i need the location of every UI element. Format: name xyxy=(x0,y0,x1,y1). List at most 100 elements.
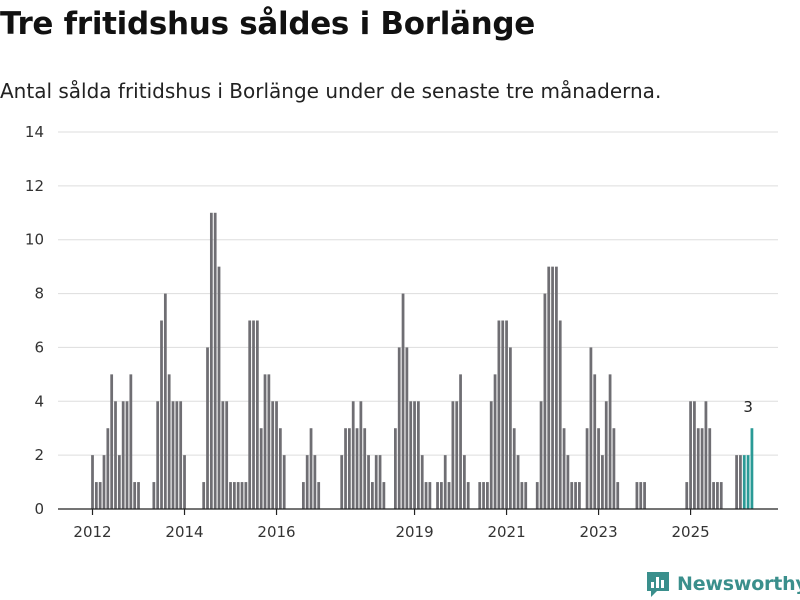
bar xyxy=(110,374,114,509)
bar xyxy=(98,482,102,509)
bar xyxy=(94,482,98,509)
bar xyxy=(202,482,206,509)
bar-highlight xyxy=(750,428,754,509)
bar-chart-logo-icon xyxy=(647,572,669,597)
bar xyxy=(340,455,344,509)
x-axis: 2012 2014 2016 2019 2021 2023 2025 xyxy=(73,509,710,541)
bar xyxy=(704,401,708,509)
bar xyxy=(535,482,539,509)
bar xyxy=(455,401,459,509)
bar xyxy=(313,455,317,509)
bar xyxy=(486,482,489,509)
bar xyxy=(248,320,252,509)
bar xyxy=(436,482,439,509)
bar xyxy=(259,428,263,509)
bar xyxy=(355,428,359,509)
bar xyxy=(382,482,386,509)
x-tick-label: 2016 xyxy=(257,523,295,541)
bar xyxy=(413,401,416,509)
bar xyxy=(137,482,140,509)
bar xyxy=(558,320,562,509)
y-tick-label: 14 xyxy=(25,123,44,141)
bar xyxy=(213,212,217,510)
bar xyxy=(555,266,558,509)
bar xyxy=(593,374,597,509)
bar xyxy=(209,212,213,510)
bar xyxy=(171,401,175,509)
bar xyxy=(589,347,593,509)
bar xyxy=(267,374,271,509)
bar xyxy=(459,374,462,509)
bar xyxy=(612,428,616,509)
bar xyxy=(696,428,700,509)
bar xyxy=(685,482,689,509)
bar xyxy=(409,401,413,509)
bar xyxy=(175,401,179,509)
bar xyxy=(417,401,420,509)
bar xyxy=(183,455,186,509)
bar xyxy=(221,401,225,509)
y-tick-label: 8 xyxy=(34,285,44,303)
bar-chart: 0 2 4 6 8 10 12 14 2012 2014 2016 2019 2021 2023 2025… xyxy=(25,123,778,541)
y-tick-label: 12 xyxy=(25,177,44,195)
y-axis: 0 2 4 6 8 10 12 14 xyxy=(25,123,44,518)
bar xyxy=(305,455,309,509)
bar xyxy=(236,482,240,509)
x-tick-label: 2023 xyxy=(579,523,617,541)
bar xyxy=(551,266,554,509)
bar xyxy=(635,482,639,509)
bar xyxy=(509,347,512,509)
bar xyxy=(378,455,382,509)
bar xyxy=(478,482,482,509)
bar xyxy=(102,455,106,509)
bar xyxy=(501,320,505,509)
brand-name: Newsworthy xyxy=(677,573,800,595)
bar xyxy=(370,482,374,509)
bar xyxy=(133,482,137,509)
bar xyxy=(121,401,125,509)
newsworthy-logo: Newsworthy xyxy=(645,568,800,600)
x-tick-label: 2012 xyxy=(73,523,111,541)
bar xyxy=(428,482,432,509)
bar xyxy=(562,428,566,509)
x-tick-label: 2019 xyxy=(395,523,433,541)
bar xyxy=(547,266,551,509)
bar xyxy=(125,401,129,509)
bar xyxy=(543,293,547,509)
bar xyxy=(229,482,232,509)
bar xyxy=(424,482,428,509)
bar xyxy=(719,482,723,509)
bar xyxy=(700,428,704,509)
bar xyxy=(367,455,370,509)
bar-highlight xyxy=(742,455,746,509)
bar xyxy=(493,374,497,509)
bar xyxy=(616,482,620,509)
bar xyxy=(420,455,424,509)
bar xyxy=(601,455,604,509)
y-tick-label: 0 xyxy=(34,500,44,518)
bar xyxy=(344,428,347,509)
last-value-label: 3 xyxy=(743,398,753,416)
bar xyxy=(574,482,577,509)
bar xyxy=(271,401,275,509)
bar xyxy=(597,428,600,509)
bar xyxy=(179,401,183,509)
x-tick-label: 2021 xyxy=(487,523,525,541)
bar xyxy=(91,455,94,509)
bar xyxy=(708,428,712,509)
bar xyxy=(397,347,401,509)
bar xyxy=(716,482,719,509)
bar xyxy=(156,401,160,509)
bar xyxy=(217,266,221,509)
bar xyxy=(252,320,255,509)
bar xyxy=(374,455,378,509)
bar xyxy=(489,401,493,509)
bar xyxy=(516,455,520,509)
bar xyxy=(263,374,267,509)
chart-title: Tre fritidshus såldes i Borlänge xyxy=(0,6,536,42)
bar xyxy=(520,482,524,509)
bar xyxy=(152,482,156,509)
chart-subtitle: Antal sålda fritidshus i Borlänge under … xyxy=(0,79,662,103)
bar xyxy=(482,482,485,509)
bar xyxy=(497,320,501,509)
